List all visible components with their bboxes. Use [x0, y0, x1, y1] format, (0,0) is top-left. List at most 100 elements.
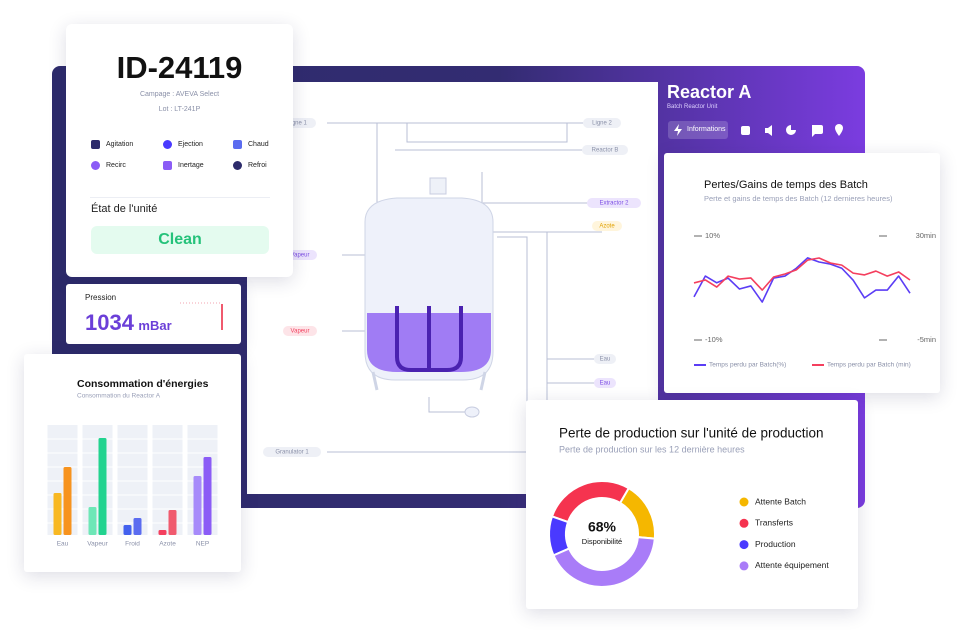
divider — [90, 197, 270, 198]
reactor-subtitle: Batch Reactor Unit — [667, 104, 718, 110]
action-icon — [163, 140, 172, 149]
chart-title: Pertes/Gains de temps des Batch — [704, 179, 868, 191]
reactor-header: Reactor A Batch Reactor Unit Information… — [667, 82, 857, 152]
bar — [168, 510, 177, 535]
reactor-title: Reactor A — [667, 82, 752, 102]
pressure-reading: 1034 mBar — [85, 310, 172, 336]
diagram-label: Eau — [600, 381, 611, 387]
action-label: Ejection — [178, 141, 203, 148]
label-pill — [583, 118, 621, 128]
action-label: Inertage — [178, 162, 204, 169]
action-label: Chaud — [248, 141, 269, 148]
diagram-label: Ligne 2 — [592, 121, 612, 127]
x-tick-label: Vapeur — [87, 541, 108, 548]
x-tick-label: NEP — [196, 541, 209, 548]
legend-label: Production — [755, 539, 796, 549]
bar-track — [117, 425, 148, 535]
bar — [98, 438, 107, 535]
diagram-label: Azote — [599, 224, 615, 230]
bar-track — [82, 425, 113, 535]
y-tick-label: -10% — [705, 335, 723, 344]
reactor-vessel — [364, 177, 494, 418]
donut-segment — [550, 480, 631, 524]
y2-tick-label: -5min — [917, 335, 936, 344]
legend-label: Transferts — [755, 518, 793, 528]
action-icon — [233, 140, 242, 149]
action-label: Agitation — [106, 141, 134, 148]
legend-label: Attente Batch — [755, 496, 806, 506]
diagram-label: Ligne 1 — [287, 121, 307, 127]
pressure-card: Pression 1034 mBar — [66, 284, 241, 344]
tab-label: Informations — [687, 126, 726, 133]
diagram-label: Vapeur — [291, 329, 310, 335]
bar — [123, 525, 132, 535]
lot: Lot : LT-241P — [158, 106, 201, 113]
label-pill — [587, 198, 641, 208]
action-label: Refroi — [248, 162, 267, 169]
legend-dot — [739, 561, 749, 571]
diagram-label: Eau — [600, 357, 611, 363]
bar-track — [187, 425, 218, 535]
label-pill — [263, 447, 321, 457]
legend-label: Temps perdu par Batch(%) — [709, 362, 786, 369]
diagram-label: Reactor B — [592, 148, 619, 154]
toolbar-icons[interactable] — [739, 123, 849, 137]
bar — [88, 507, 97, 535]
state-label: État de l'unité — [91, 203, 158, 215]
pressure-label: Pression — [85, 293, 117, 302]
bar — [63, 467, 72, 535]
action-icon — [163, 161, 172, 170]
action-icon — [233, 161, 242, 170]
id-card: ID-24119 Campage : AVEVA Select Lot : LT… — [66, 24, 293, 277]
chart-subtitle: Perte et gains de temps des Batch (12 de… — [704, 194, 893, 203]
bar — [133, 518, 142, 535]
bar-track — [47, 425, 78, 535]
center-label: Disponibilité — [582, 537, 622, 546]
legend-label: Attente équipement — [755, 560, 829, 570]
label-pill — [594, 354, 616, 364]
x-tick-label: Froid — [125, 541, 140, 548]
chart-subtitle: Consommation du Reactor A — [77, 393, 161, 400]
x-tick-label: Eau — [57, 541, 69, 548]
bolt-icon — [674, 124, 682, 136]
production-card: Perte de production sur l'unité de produ… — [526, 400, 858, 609]
series-line — [693, 257, 911, 303]
energy-card: Consommation d'énergies Consommation du R… — [24, 354, 241, 572]
center-value: 68% — [588, 519, 617, 535]
action-icon — [91, 161, 100, 170]
label-pill — [592, 221, 622, 231]
chart-title: Perte de production sur l'unité de produ… — [559, 426, 824, 441]
loss-chart: Pertes/Gains de temps des Batch Perte et … — [693, 179, 936, 369]
diagram-label: Extractor 2 — [599, 201, 629, 207]
legend-dot — [739, 497, 749, 507]
production-chart: Perte de production sur l'unité de produ… — [548, 426, 829, 588]
series-line — [693, 257, 911, 291]
bar — [193, 476, 202, 535]
donut-segment — [552, 536, 656, 588]
legend-dot — [739, 540, 749, 550]
label-pill — [283, 326, 317, 336]
state-badge: Clean — [91, 226, 269, 254]
process-diagram: Ligne 1 Ligne 2 Reactor B Extractor 2 Azote V… — [263, 118, 641, 502]
y-tick-label: 10% — [705, 231, 720, 240]
bar — [203, 457, 212, 535]
chart-subtitle: Perte de production sur les 12 dernière … — [559, 444, 745, 454]
pressure-unit: mBar — [138, 318, 172, 333]
pressure-gauge — [180, 302, 223, 330]
y2-tick-label: 30min — [916, 231, 936, 240]
label-pill — [582, 145, 628, 155]
action-label: Recirc — [106, 162, 126, 169]
x-tick-label: Azote — [159, 541, 176, 548]
bar-track — [152, 425, 183, 535]
info-tab[interactable]: Informations — [668, 121, 728, 139]
diagram-label: Granulator 1 — [275, 450, 309, 456]
diagram-label: Vapeur — [291, 253, 310, 259]
legend-dot — [739, 518, 749, 528]
energy-chart: Consommation d'énergies Consommation du R… — [47, 378, 218, 548]
bar — [158, 530, 167, 535]
bar — [53, 493, 62, 535]
pressure-value: 1034 — [85, 310, 134, 335]
chart-title: Consommation d'énergies — [77, 378, 209, 390]
campaign: Campage : AVEVA Select — [139, 91, 220, 98]
